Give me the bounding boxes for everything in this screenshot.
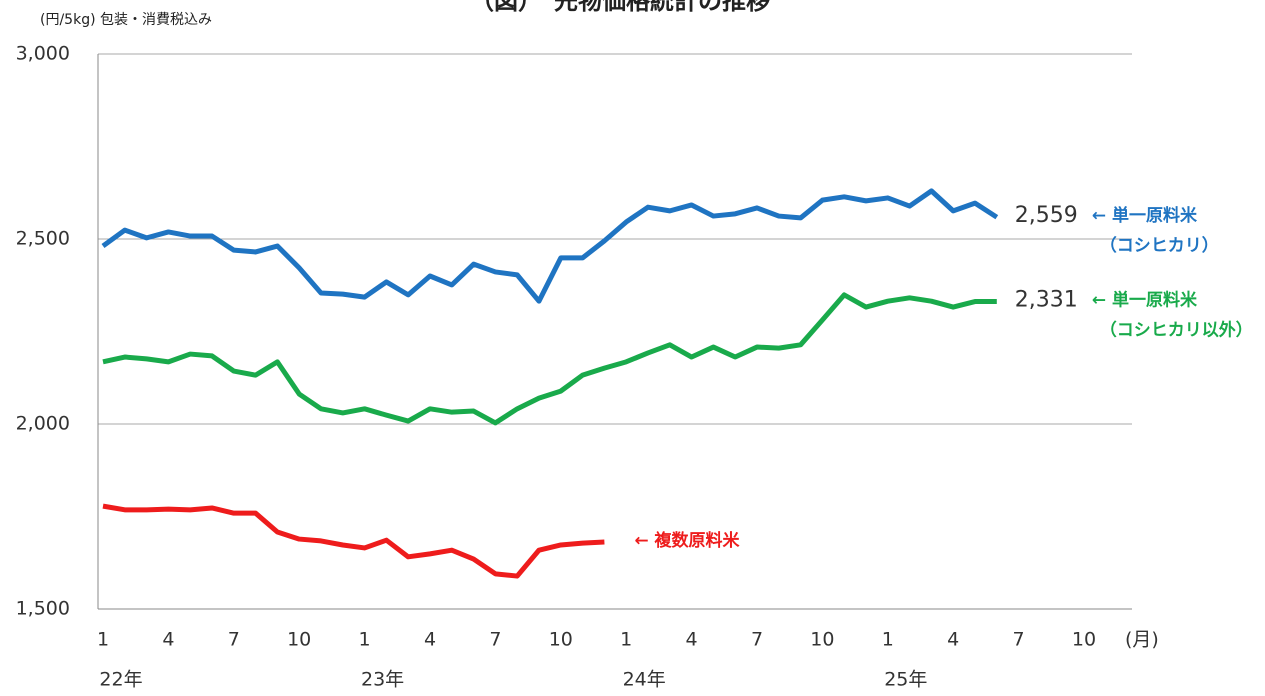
series-line [102,503,605,579]
x-tick-label: 10 [287,629,311,651]
chart-title: （図） 先物価格統計の推移 [470,0,770,15]
y-axis-label: (円/5kg) 包装・消費税込み [40,12,212,28]
series-line [101,188,999,304]
value-label: 2,331 [1015,288,1078,313]
x-tick-label: 7 [751,629,763,651]
x-group-label: 24年 [623,669,666,691]
series-label: ← 複数原料米 [634,530,740,551]
value-label: 2,559 [1015,203,1078,228]
x-tick-label: 1 [620,629,632,651]
series-line [102,292,997,426]
series-label: ← 単一原料米 [1092,205,1198,226]
x-tick-label: 4 [686,629,698,651]
x-tick-label: 7 [489,629,501,651]
y-tick-label: 2,500 [16,228,70,250]
x-tick-label: 7 [228,629,240,651]
y-tick-label: 1,500 [16,598,70,620]
x-tick-label: 1 [882,629,894,651]
x-tick-label: 1 [359,629,371,651]
series-label: （コシヒカリ） [1100,235,1219,256]
x-tick-label: 10 [810,629,834,651]
x-group-label: 25年 [884,669,927,691]
x-tick-label: 4 [424,629,436,651]
series-label: ← 単一原料米 [1092,290,1198,311]
x-tick-label: 10 [1072,629,1096,651]
x-unit-label: (月) [1125,629,1159,651]
x-tick-label: 4 [947,629,959,651]
x-tick-label: 7 [1013,629,1025,651]
x-group-label: 22年 [99,669,142,691]
x-tick-label: 4 [162,629,174,651]
y-tick-label: 2,000 [16,413,70,435]
x-group-label: 23年 [361,669,404,691]
x-tick-label: 1 [97,629,109,651]
x-tick-label: 10 [549,629,573,651]
y-tick-label: 3,000 [16,43,70,65]
series-label: （コシヒカリ以外） [1100,320,1253,341]
